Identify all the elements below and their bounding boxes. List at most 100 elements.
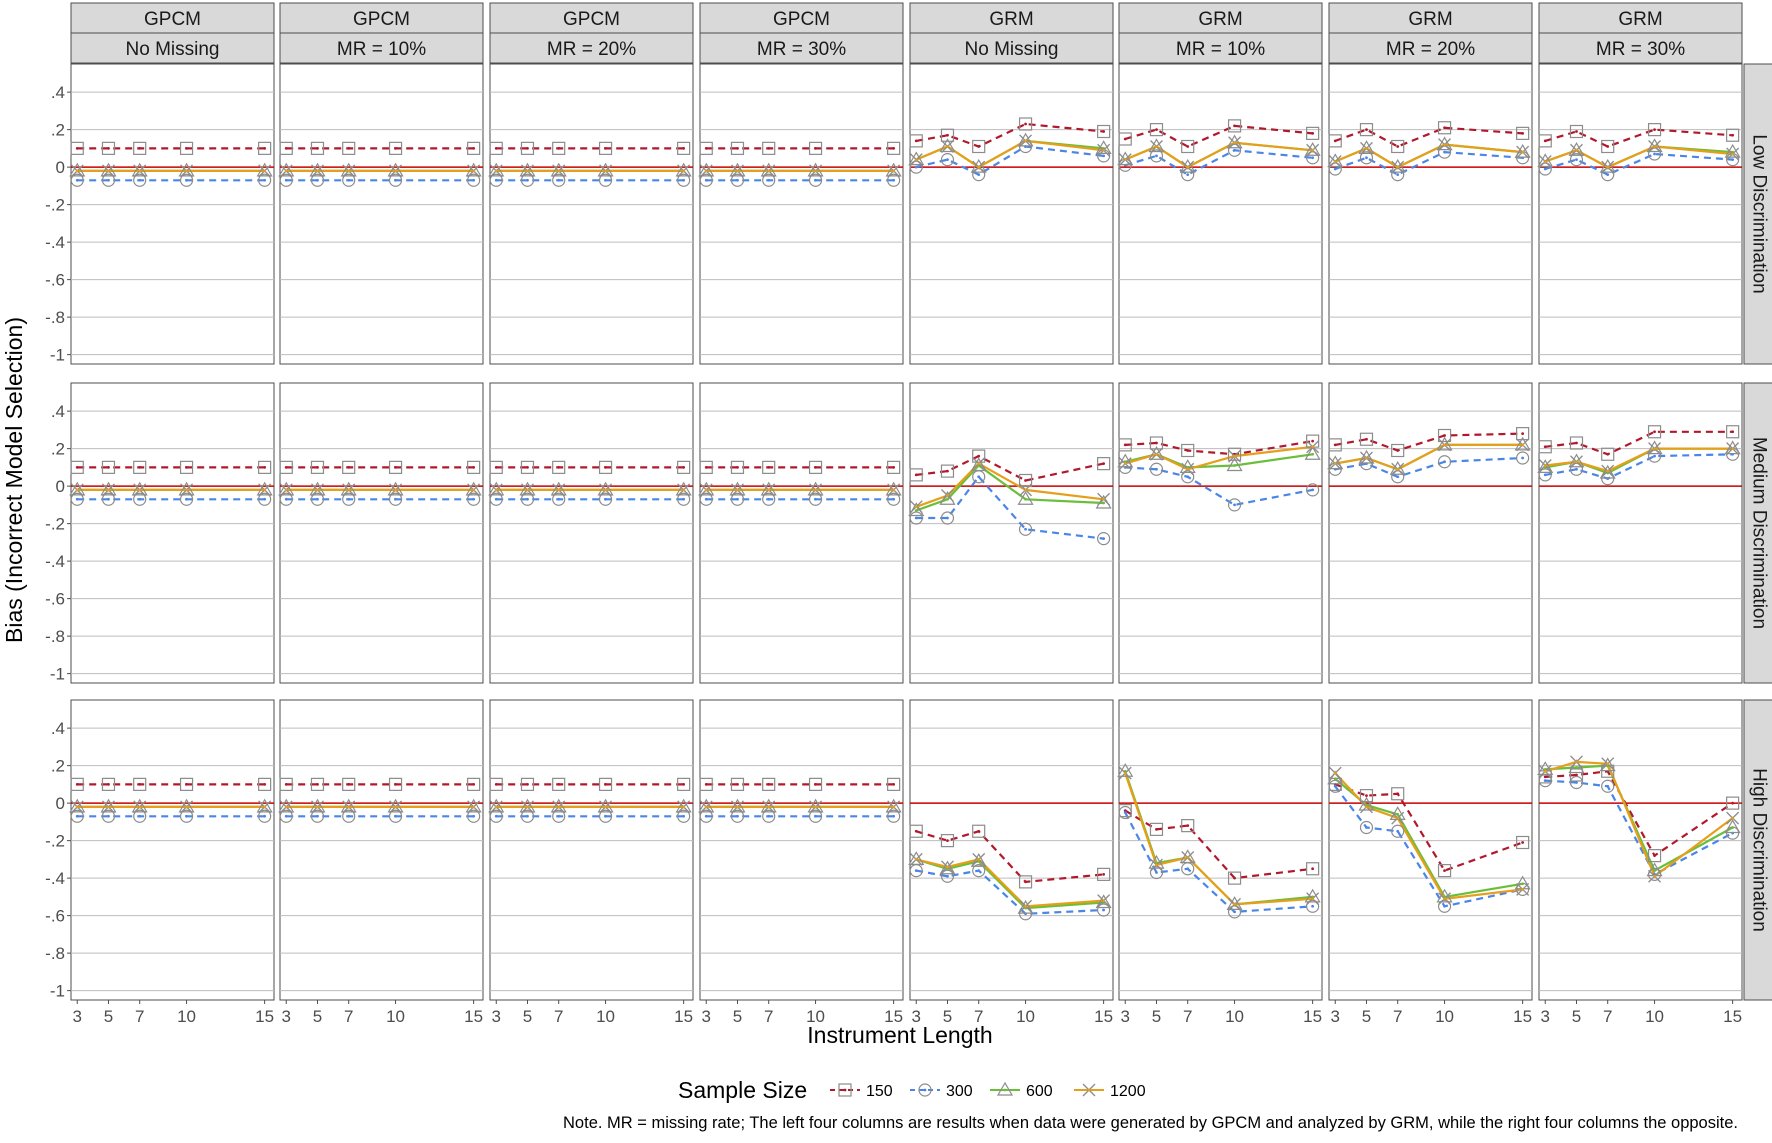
circle-marker [258, 809, 272, 823]
square-marker [1437, 121, 1452, 135]
triangle-marker [675, 481, 692, 496]
panel-background [1328, 699, 1533, 1001]
y-tick-label: -.2 [45, 515, 65, 534]
point-dot [1443, 143, 1446, 147]
point-dot [914, 516, 918, 520]
panel [908, 63, 1114, 365]
point-dot [347, 782, 351, 786]
circle-marker [887, 173, 901, 187]
square-marker [940, 834, 955, 848]
point-dot [682, 497, 686, 501]
triangle-marker [729, 162, 746, 177]
point-dot [75, 146, 79, 150]
point-dot [1731, 816, 1735, 820]
point-dot [1575, 760, 1578, 764]
square-marker [133, 141, 147, 155]
point-dot [1731, 801, 1735, 805]
circle-marker [699, 492, 713, 506]
point-dot [1543, 769, 1547, 773]
point-dot [263, 782, 267, 786]
col-strip-bottom-box [1118, 32, 1323, 64]
square-marker [699, 141, 713, 155]
point-dot [526, 169, 529, 173]
point-dot [1102, 899, 1106, 903]
point-dot [977, 869, 981, 873]
col-strip-bottom-label: MR = 30% [757, 39, 846, 60]
point-dot [1155, 452, 1158, 456]
square-marker [762, 460, 776, 474]
point-dot [107, 465, 110, 469]
panel [1327, 382, 1533, 684]
point-dot [526, 814, 529, 818]
point-dot [316, 814, 319, 818]
square-marker [909, 134, 923, 148]
point-dot [347, 465, 351, 469]
panel-background [70, 63, 275, 365]
circle-marker [467, 809, 481, 823]
triangle-marker [1646, 440, 1663, 455]
circle-marker [552, 173, 566, 187]
point-dot [526, 178, 529, 182]
square-marker [699, 777, 713, 791]
triangle-marker [885, 162, 902, 177]
square-marker [388, 460, 403, 474]
square-marker [1306, 126, 1320, 140]
triangle-marker [340, 798, 357, 813]
point-dot [1606, 784, 1610, 788]
point-dot [767, 178, 771, 182]
circle-marker [808, 809, 823, 823]
point-dot [1155, 128, 1158, 132]
point-dot [736, 814, 739, 818]
square-marker [730, 141, 745, 155]
circle-marker [1601, 168, 1615, 182]
triangle-marker [256, 798, 273, 813]
y-tick-label: -.4 [45, 233, 65, 252]
triangle-marker [760, 798, 777, 813]
triangle-marker [69, 162, 86, 177]
triangle-marker [1436, 136, 1453, 151]
panel-background [699, 63, 904, 365]
y-tick-label: 0 [56, 477, 65, 496]
x-tick-label: 10 [1016, 1007, 1035, 1026]
circle-marker [909, 511, 923, 525]
triangle-marker [178, 162, 195, 177]
triangle-marker [1436, 436, 1453, 451]
point-dot [138, 465, 142, 469]
circle-marker [342, 809, 356, 823]
triangle-marker [1724, 819, 1741, 834]
x-tick-label: 10 [806, 1007, 825, 1026]
circle-marker [258, 492, 272, 506]
square-marker [598, 460, 613, 474]
point-dot [946, 494, 949, 497]
point-dot [1575, 460, 1578, 464]
point-dot [75, 169, 79, 173]
point-dot [526, 497, 529, 501]
point-dot [1186, 867, 1190, 871]
triangle-marker [550, 481, 567, 496]
point-dot [284, 178, 288, 182]
square-marker [762, 777, 776, 791]
circle-marker [133, 809, 147, 823]
point-dot [1365, 146, 1368, 150]
col-strip-bottom-box [489, 32, 694, 64]
circle-marker [887, 492, 901, 506]
point-dot [316, 178, 319, 182]
triangle-marker [465, 162, 482, 177]
triangle-marker [885, 798, 902, 813]
circle-marker [1328, 162, 1342, 176]
point-dot [263, 169, 267, 173]
point-dot [1543, 464, 1547, 467]
point-dot [316, 146, 319, 150]
panel-background [1328, 63, 1533, 365]
point-dot [1543, 775, 1547, 779]
point-dot [914, 158, 918, 162]
point-dot [1443, 150, 1446, 154]
point-dot [138, 497, 142, 501]
point-dot [977, 475, 981, 479]
point-dot [604, 169, 607, 173]
square-marker [467, 460, 481, 474]
triangle-marker [256, 162, 273, 177]
point-dot [472, 488, 476, 492]
panel [488, 63, 694, 365]
col-strip-top-label: GRM [1198, 9, 1242, 30]
